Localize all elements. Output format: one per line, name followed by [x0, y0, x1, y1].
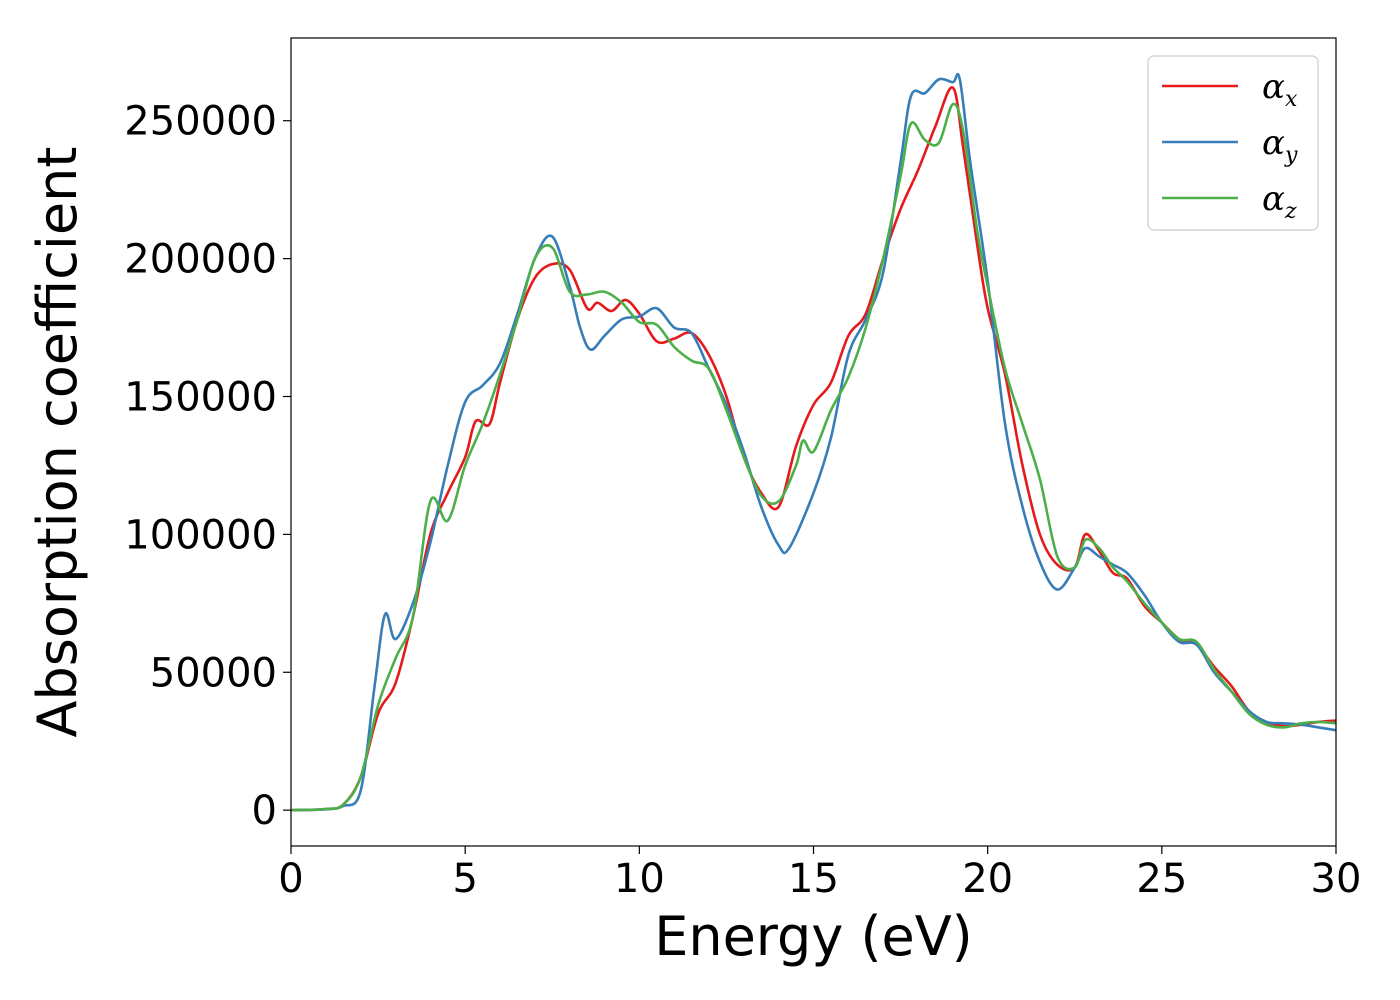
x-axis-title: Energy (eV)	[654, 905, 973, 968]
series-line-x	[291, 86, 1336, 812]
y-tick-label: 250000	[124, 99, 277, 145]
x-tick-label: 25	[1136, 856, 1187, 902]
y-tick-label: 150000	[124, 374, 277, 420]
axis-ticks: 0 5 10 15 20 25 30 0 50000 100000 150000 200000 2500…	[124, 99, 1361, 902]
x-tick-label: 5	[452, 856, 477, 902]
x-tick-label: 20	[962, 856, 1013, 902]
y-tick-label: 100000	[124, 512, 277, 558]
y-axis-title: Absorption coefficient	[26, 147, 89, 738]
y-tick-label: 50000	[150, 650, 277, 696]
y-tick-label: 0	[252, 788, 277, 834]
x-tick-label: 0	[278, 856, 303, 902]
x-tick-label: 15	[788, 856, 839, 902]
y-tick-label: 200000	[124, 237, 277, 283]
series-line-z	[291, 102, 1336, 812]
x-tick-label: 30	[1311, 856, 1362, 902]
legend: αx αy αz	[1147, 55, 1319, 231]
x-tick-label: 10	[614, 856, 665, 902]
legend-label-y: αy	[1262, 123, 1298, 168]
legend-label-z: αz	[1262, 179, 1297, 224]
series-lines	[291, 72, 1336, 812]
legend-label-x: αx	[1262, 67, 1298, 112]
